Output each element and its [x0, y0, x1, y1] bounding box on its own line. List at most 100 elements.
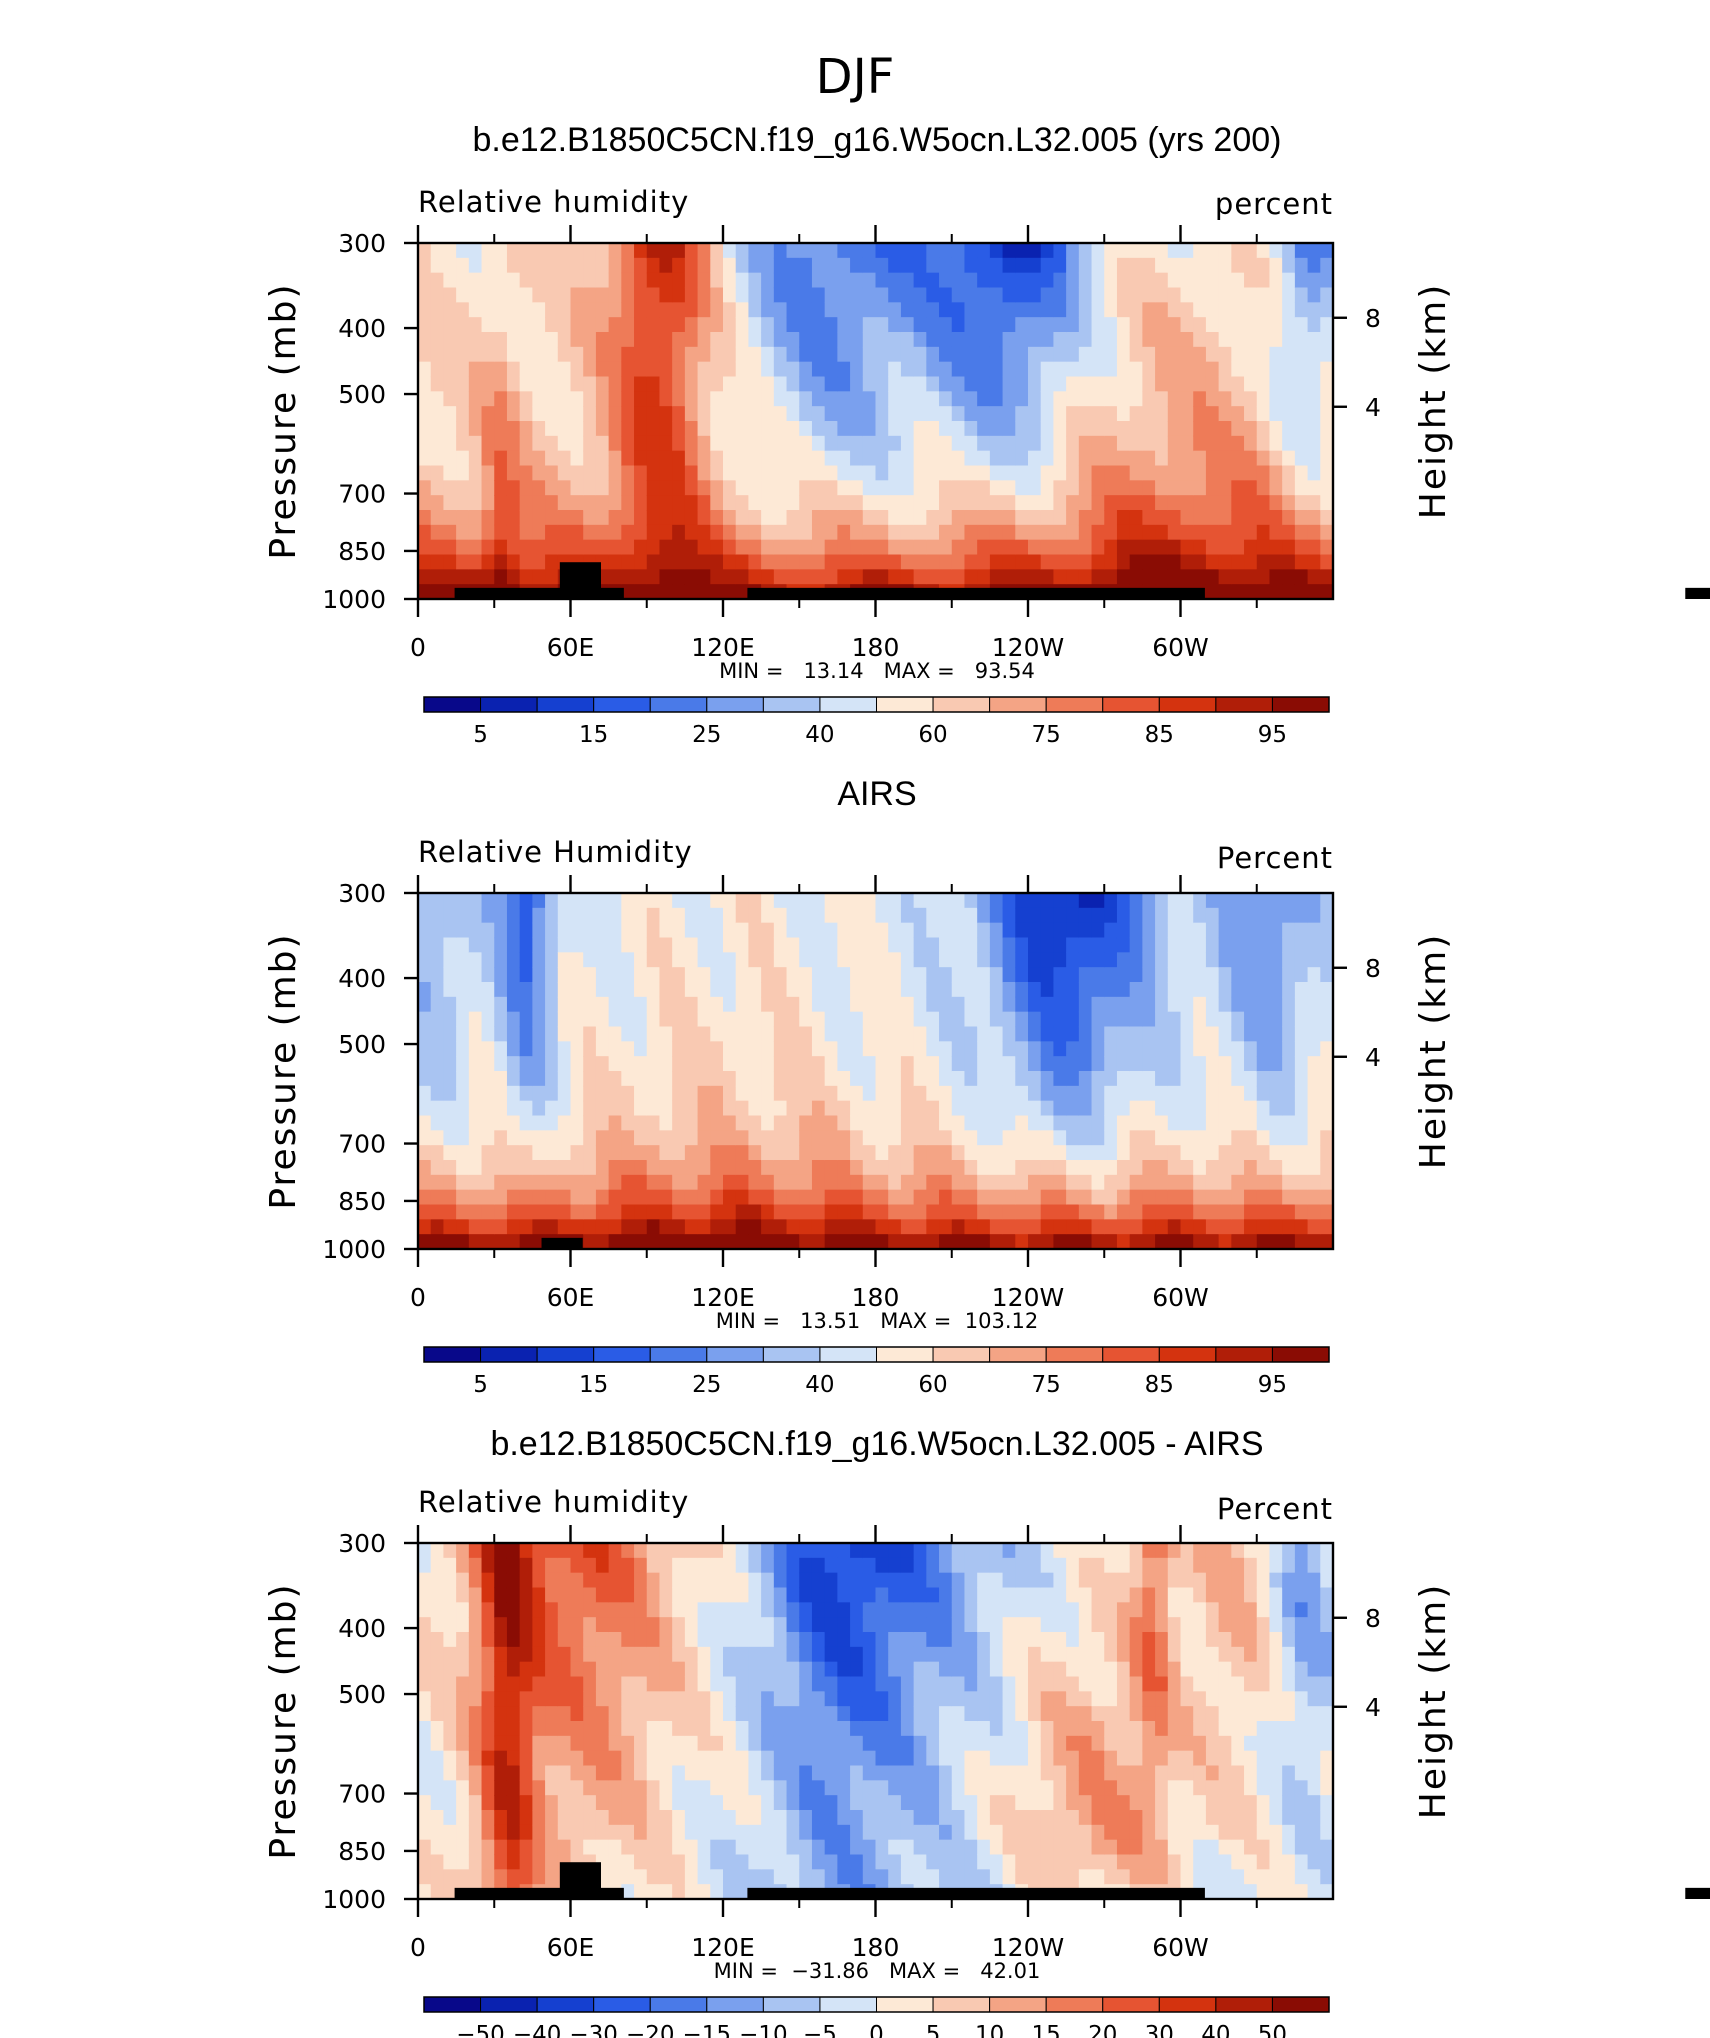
- contour-cell: [494, 257, 508, 274]
- contour-cell: [1015, 391, 1029, 407]
- contour-cell: [913, 1780, 927, 1796]
- contour-cell: [583, 1795, 597, 1811]
- contour-cell: [1307, 1234, 1321, 1250]
- contour-cell: [748, 893, 762, 909]
- contour-cell: [697, 1543, 711, 1559]
- contour-cell: [1015, 1160, 1029, 1176]
- units-label: Percent: [1217, 841, 1333, 875]
- contour-cell: [583, 361, 597, 378]
- contour-cell: [989, 1765, 1004, 1781]
- contour-cell: [1066, 1810, 1080, 1826]
- contour-cell: [1015, 1706, 1029, 1722]
- contour-cell: [1066, 1130, 1080, 1146]
- contour-cell: [1104, 1204, 1118, 1220]
- contour-cell: [684, 287, 699, 303]
- contour-cell: [900, 1617, 915, 1633]
- contour-cell: [786, 1869, 800, 1885]
- contour-cell: [888, 465, 902, 481]
- contour-cell: [900, 1721, 915, 1737]
- contour-cell: [1218, 376, 1232, 392]
- contour-cell: [1116, 1810, 1131, 1826]
- contour-cell: [710, 332, 724, 348]
- contour-cell: [468, 1189, 483, 1206]
- contour-cell: [888, 450, 902, 467]
- contour-cell: [1193, 937, 1207, 953]
- contour-cell: [1218, 346, 1232, 363]
- contour-cell: [811, 967, 826, 983]
- contour-cell: [557, 421, 572, 437]
- contour-cell: [913, 569, 927, 585]
- contour-cell: [532, 1572, 546, 1589]
- contour-cell: [1180, 952, 1194, 968]
- contour-cell: [1320, 1071, 1334, 1087]
- contour-cell: [900, 1204, 915, 1220]
- contour-cell: [468, 554, 483, 570]
- colorbar-swatch: [536, 696, 595, 713]
- contour-cell: [1104, 332, 1118, 348]
- contour-cell: [875, 1174, 889, 1191]
- contour-cell: [1066, 1219, 1080, 1235]
- contour-cell: [1231, 302, 1245, 318]
- contour-cell: [1091, 1765, 1105, 1781]
- contour-cell: [723, 302, 737, 318]
- colorbar-label: 60: [918, 1372, 947, 1398]
- contour-cell: [506, 1810, 521, 1826]
- contour-cell: [989, 952, 1004, 968]
- contour-cell: [1091, 346, 1105, 363]
- contour-cell: [1167, 1071, 1182, 1087]
- contour-cell: [1116, 1780, 1131, 1796]
- contour-cell: [1002, 1219, 1016, 1235]
- contour-cell: [659, 1706, 673, 1722]
- contour-cell: [1078, 893, 1093, 909]
- contour-cell: [811, 1795, 826, 1811]
- contour-cell: [1116, 1189, 1131, 1206]
- contour-cell: [900, 1071, 915, 1087]
- contour-cell: [964, 1130, 978, 1146]
- contour-cell: [481, 554, 495, 570]
- contour-cell: [900, 376, 915, 392]
- contour-cell: [799, 302, 813, 318]
- contour-cell: [824, 1115, 838, 1131]
- contour-cell: [1142, 539, 1156, 556]
- contour-cell: [1167, 982, 1182, 998]
- contour-cell: [951, 1085, 966, 1102]
- contour-cell: [1180, 287, 1194, 303]
- contour-cell: [430, 317, 445, 333]
- contour-cell: [532, 1721, 546, 1737]
- contour-cell: [900, 480, 915, 496]
- contour-cell: [710, 361, 724, 378]
- contour-cell: [811, 450, 826, 467]
- colorbar-swatch: [1045, 696, 1104, 713]
- contour-cell: [900, 287, 915, 303]
- contour-cell: [430, 996, 445, 1013]
- contour-cell: [862, 1735, 877, 1752]
- contour-cell: [748, 922, 762, 939]
- contour-cell: [862, 524, 877, 541]
- contour-cell: [1244, 1011, 1258, 1028]
- contour-cell: [761, 1824, 775, 1841]
- contour-cell: [939, 1750, 953, 1767]
- contour-cell: [900, 1869, 915, 1885]
- contour-cell: [430, 1041, 445, 1057]
- contour-cell: [634, 361, 648, 378]
- contour-cell: [913, 907, 927, 924]
- contour-cell: [1218, 1115, 1232, 1131]
- contour-cell: [900, 1115, 915, 1131]
- contour-cell: [583, 287, 597, 303]
- contour-cell: [1053, 1026, 1067, 1042]
- contour-cell: [430, 1071, 445, 1087]
- contour-cell: [837, 1721, 851, 1737]
- contour-cell: [710, 1011, 724, 1028]
- contour-cell: [646, 1735, 661, 1752]
- contour-cell: [1116, 1174, 1131, 1191]
- contour-cell: [697, 1557, 711, 1574]
- contour-cell: [443, 1810, 457, 1826]
- contour-cell: [634, 346, 648, 363]
- contour-cell: [1231, 554, 1245, 570]
- contour-cell: [443, 554, 457, 570]
- contour-cell: [1002, 346, 1016, 363]
- contour-cell: [939, 243, 953, 259]
- contour-cell: [1307, 1145, 1321, 1161]
- contour-cell: [710, 1706, 724, 1722]
- contour-cell: [494, 539, 508, 556]
